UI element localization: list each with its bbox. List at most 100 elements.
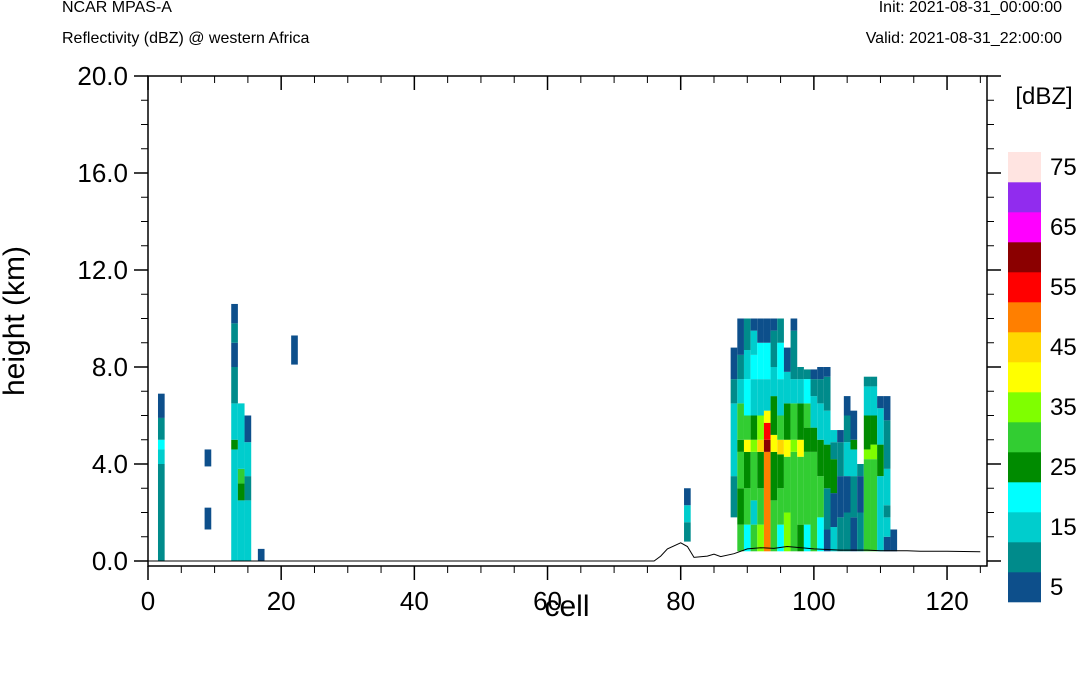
reflectivity-cell [817,379,824,404]
colorbar-swatch [1008,182,1041,213]
reflectivity-cell [883,420,891,469]
reflectivity-cell [870,376,878,387]
reflectivity-cell [797,379,804,404]
reflectivity-cell [790,318,798,331]
reflectivity-cell [244,476,252,501]
reflectivity-cell [750,439,758,452]
colorbar-swatch [1008,242,1041,273]
reflectivity-cell [877,476,884,552]
reflectivity-cell [803,403,811,428]
colorbar-label: 5 [1050,574,1063,601]
colorbar-label: 35 [1050,394,1077,421]
x-tick-label: 60 [533,586,562,616]
reflectivity-cell [883,396,891,421]
reflectivity-cell [803,369,811,380]
reflectivity-cell [823,367,831,377]
field-subtitle: Reflectivity (dBZ) @ western Africa [62,30,310,47]
reflectivity-cell [737,403,744,440]
reflectivity-cell [830,527,838,552]
reflectivity-cell [157,439,165,450]
reflectivity-cell [763,342,771,380]
reflectivity-cell [730,347,738,380]
y-tick-label: 0.0 [92,546,128,576]
reflectivity-cell [204,449,212,467]
reflectivity-cell [763,451,771,552]
reflectivity-cell [763,439,771,452]
reflectivity-cell [843,396,851,416]
reflectivity-cell [883,517,891,537]
colorbar-label: 55 [1050,274,1077,301]
axis-ticks: 0 20 40 60 80 100 120 0.0 4.0 8.0 12.0 16.0 20.0 [77,61,1001,616]
reflectivity-cell [863,386,871,416]
colorbar-swatch [1008,422,1041,453]
reflectivity-cell [803,427,811,452]
reflectivity-cell [237,403,245,469]
reflectivity-cell [877,396,884,409]
reflectivity-cell [743,379,751,416]
colorbar-swatch [1008,512,1041,543]
reflectivity-cell [843,415,851,443]
colorbar-swatch [1008,542,1041,573]
model-title: NCAR MPAS-A [62,0,172,16]
reflectivity-cell [684,522,691,542]
reflectivity-cell [750,415,758,440]
reflectivity-cell [877,444,884,477]
y-axis-label: height (km) [0,246,31,396]
reflectivity-cell [870,415,878,445]
reflectivity-cell [790,330,798,380]
reflectivity-cell [737,524,744,552]
reflectivity-cell [850,439,858,450]
reflectivity-cell [850,449,858,477]
reflectivity-cell [237,500,245,562]
reflectivity-cell [743,524,751,552]
reflectivity-cell [777,415,784,440]
reflectivity-cell [817,367,824,380]
reflectivity-cell [770,367,778,397]
reflectivity-cell [830,430,838,443]
colorbar-label: 15 [1050,514,1077,541]
reflectivity-cell [857,512,864,552]
reflectivity-cell [763,379,771,411]
reflectivity-cell [870,459,878,552]
reflectivity-cell [783,371,791,404]
reflectivity-cell [823,376,831,411]
colorbar-swatch [1008,332,1041,363]
reflectivity-cell [757,415,764,440]
reflectivity-cell [817,476,824,518]
colorbar-swatch [1008,572,1041,603]
colorbar-swatch [1008,392,1041,423]
reflectivity-cell [790,451,798,552]
reflectivity-cell [783,439,791,457]
reflectivity-cell [743,439,751,452]
reflectivity-cell [790,379,798,404]
reflectivity-cell [777,342,784,380]
colorbar-label: 45 [1050,334,1077,361]
reflectivity-cell [737,488,744,525]
reflectivity-cell [870,386,878,416]
reflectivity-cell [803,451,811,525]
reflectivity-cell [157,393,165,418]
reflectivity-cell [777,488,784,525]
reflectivity-cell [737,354,744,380]
y-tick-label: 20.0 [77,61,128,91]
y-tick-label: 16.0 [77,158,128,188]
valid-time: Valid: 2021-08-31_22:00:00 [865,30,1062,47]
x-tick-label: 0 [141,586,155,616]
reflectivity-cell [750,354,758,380]
reflectivity-cell [770,318,778,331]
reflectivity-cell [684,488,691,506]
reflectivity-cell [743,350,751,380]
reflectivity-cell [777,439,784,455]
colorbar-swatch [1008,152,1041,183]
reflectivity-cell [863,459,871,552]
reflectivity-cell [797,403,804,440]
reflectivity-cell [870,444,878,460]
reflectivity-cell [757,451,764,489]
reflectivity-cell [684,505,691,523]
reflectivity-cell [823,410,831,445]
reflectivity-cell [830,459,838,494]
reflectivity-cell [783,403,791,440]
reflectivity-cell [803,524,811,552]
colorbar-unit: [dBZ] [1015,83,1072,110]
